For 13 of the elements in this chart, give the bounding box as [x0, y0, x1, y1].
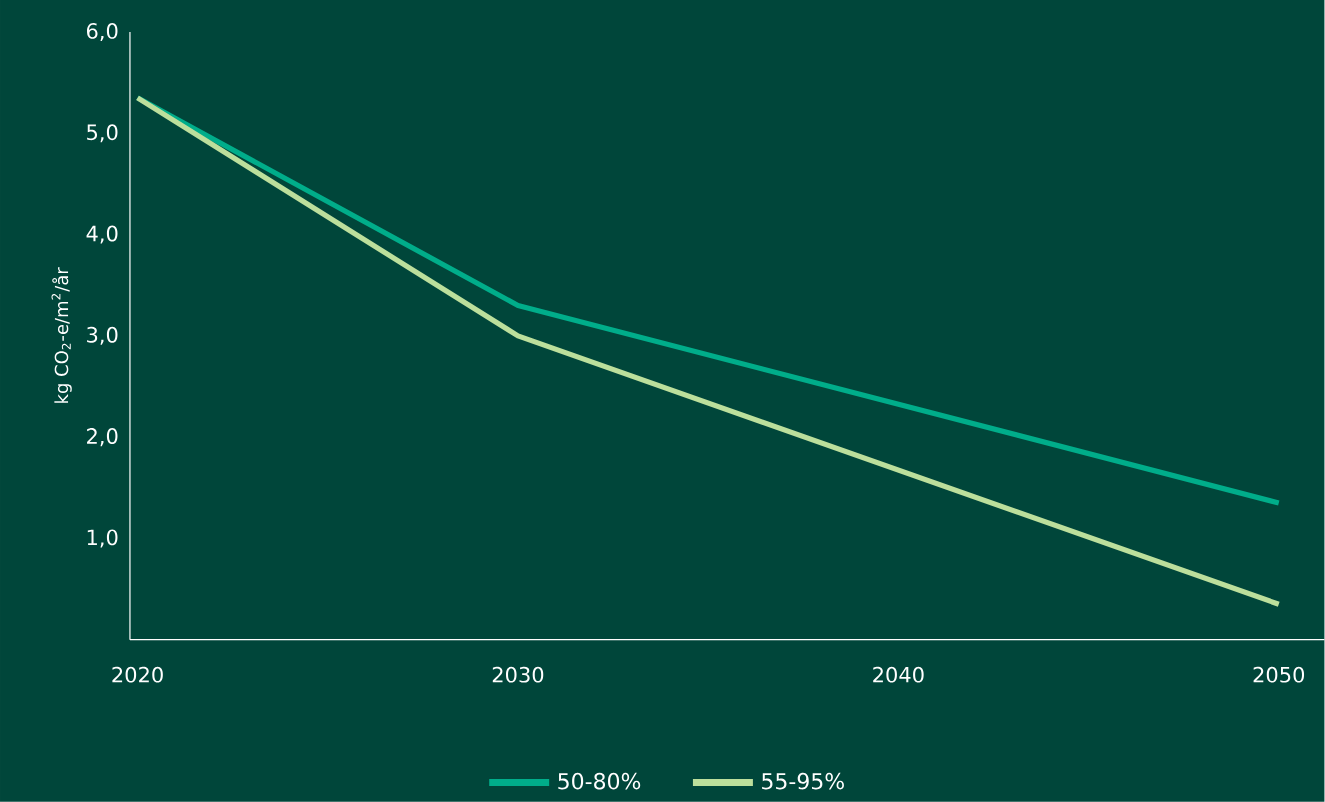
y-tick-label: 2,0: [87, 428, 118, 447]
x-tick-label: 2030: [492, 666, 544, 683]
legend-label: 50-80%: [558, 773, 641, 790]
y-axis-title: kg CO$_{2}$-e/m$^{2}$/år: [51, 267, 72, 403]
y-tick-label: 1,0: [87, 529, 118, 548]
x-tick-label: 2050: [1253, 666, 1305, 683]
y-tick-label: 6,0: [86, 23, 118, 42]
legend-label: 55-95%: [762, 773, 844, 790]
y-tick-label: 3,0: [87, 327, 118, 346]
x-tick-label: 2040: [873, 666, 924, 683]
x-tick-label: 2020: [112, 666, 163, 683]
y-tick-label: 4,0: [86, 225, 118, 244]
y-tick-label: 5,0: [87, 124, 118, 143]
